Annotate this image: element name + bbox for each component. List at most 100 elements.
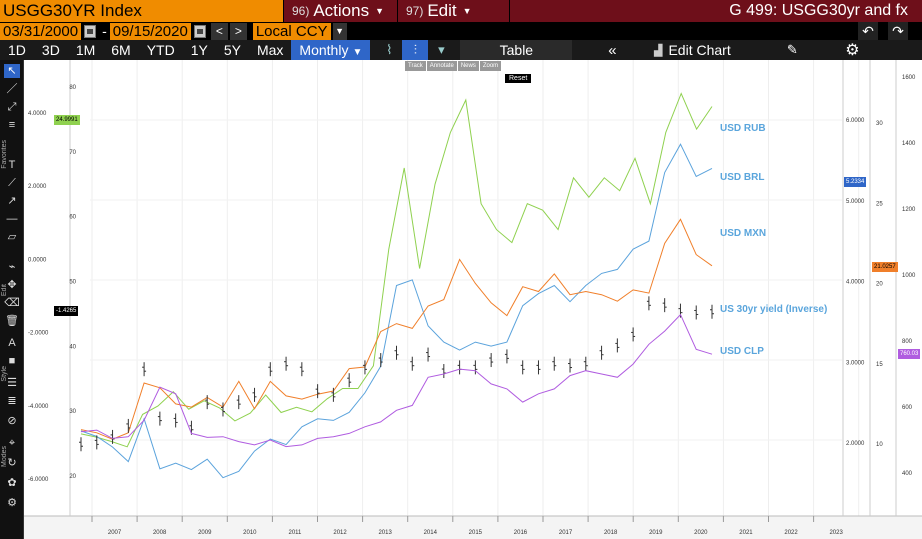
currency-select[interactable]: Local CCY — [252, 22, 331, 40]
text-tool-icon[interactable]: T — [8, 159, 16, 171]
x-tick-label: 2008 — [153, 530, 167, 536]
chevron-down-icon: ▼ — [462, 6, 472, 16]
x-tick-label: 2016 — [514, 530, 528, 536]
draw-line-icon[interactable]: ／ — [6, 83, 18, 95]
y-tick-label: 50 — [69, 280, 76, 286]
y-tick-label: 80 — [69, 85, 76, 91]
line-chart-icon[interactable]: ⌇ — [386, 42, 393, 57]
edit-shortcut: 97) — [406, 4, 424, 18]
y-tick-label: 70 — [69, 150, 76, 156]
period-label: Monthly — [299, 42, 349, 58]
x-tick-label: 2018 — [604, 530, 618, 536]
end-tag-yield: -1.4265 — [54, 306, 79, 316]
edit-menu[interactable]: 97) Edit ▼ — [397, 0, 509, 22]
line-width-icon[interactable]: ☰ — [7, 377, 17, 389]
table-button[interactable]: Table — [460, 40, 573, 60]
eraser-icon[interactable]: ⌫ — [4, 297, 20, 309]
track-button[interactable]: Track — [405, 61, 426, 71]
news-button[interactable]: News — [457, 61, 479, 71]
next-arrow-icon[interactable]: > — [229, 22, 247, 40]
actions-menu[interactable]: 96) Actions ▼ — [283, 0, 397, 22]
ticker-field[interactable]: USGG30YR Index — [0, 0, 283, 22]
line-style-icon[interactable]: ≣ — [7, 395, 17, 407]
magnet-icon[interactable]: ⊘ — [7, 415, 17, 427]
bar-chart-icon[interactable]: ⫶ — [402, 40, 429, 60]
actions-label: Actions — [313, 1, 370, 20]
range-3d[interactable]: 3D — [41, 42, 60, 58]
range-1y[interactable]: 1Y — [190, 42, 208, 58]
y-tick-label: 20 — [876, 282, 883, 288]
calendar-icon[interactable] — [193, 24, 206, 38]
undo-icon[interactable]: ↶ — [858, 22, 878, 40]
move-icon[interactable]: ✥ — [7, 279, 17, 291]
period-select[interactable]: Monthly ▼ — [291, 40, 371, 60]
redo-icon[interactable]: ↷ — [888, 22, 908, 40]
series-label-brl: USD BRL — [720, 172, 765, 183]
trend-tool-icon[interactable]: ⤢ — [7, 101, 17, 113]
y-tick-label: 4.0000 — [846, 280, 865, 286]
actions-shortcut: 96) — [292, 4, 310, 18]
range-5y[interactable]: 5Y — [223, 42, 241, 58]
end-tag-clp: 760.03 — [898, 349, 921, 359]
y-tick-label: 25 — [876, 201, 883, 207]
y-tick-label: 4.0000 — [28, 111, 47, 117]
y-tick-label: 1000 — [902, 273, 916, 279]
channel-tool-icon[interactable]: ▱ — [7, 231, 17, 243]
pencil-icon[interactable]: ✎ — [786, 42, 798, 57]
chart-area[interactable]: 2007 2008 2009 2010 2011 2012 2013 2014 2015 2016… — [24, 60, 922, 539]
gear-icon[interactable]: ⚙ — [7, 497, 17, 509]
chart-svg[interactable]: 2007 2008 2009 2010 2011 2012 2013 2014 2015 2016… — [24, 60, 922, 539]
chevron-down-icon[interactable]: ▼ — [332, 22, 347, 40]
edit-chart-label: Edit Chart — [668, 42, 731, 58]
font-icon[interactable]: A — [8, 337, 16, 349]
brush-icon[interactable]: ⌁ — [8, 261, 16, 273]
arrow-tool-icon[interactable]: ↗ — [7, 195, 17, 207]
y-tick-label: 30 — [69, 409, 76, 415]
x-tick-label: 2010 — [243, 530, 257, 536]
y-tick-label: -2.0000 — [28, 331, 49, 337]
y-tick-label: -6.0000 — [28, 477, 49, 483]
x-tick-label: 2013 — [378, 530, 392, 536]
x-tick-label: 2017 — [559, 530, 573, 536]
start-date-field[interactable]: 03/31/2000 — [0, 22, 82, 40]
range-1m[interactable]: 1M — [75, 42, 96, 58]
end-tag-brl: 5.2334 — [844, 177, 867, 187]
chevron-down-icon[interactable]: ▾ — [438, 42, 445, 57]
series-line-1 — [80, 143, 713, 479]
edit-chart-button[interactable]: ▟ Edit Chart — [632, 40, 752, 60]
chart-mini-toolbar: Track Annotate News Zoom — [405, 61, 502, 71]
hline-tool-icon[interactable]: — — [6, 213, 18, 225]
annotate-button[interactable]: Annotate — [426, 61, 457, 71]
trash-icon[interactable]: 🗑 — [5, 315, 19, 327]
y-tick-label: 20 — [69, 474, 76, 480]
date-row: 03/31/2000 - 09/15/2020 < > Local CCY ▼ … — [0, 22, 922, 40]
cursor-icon[interactable]: ↖ — [4, 64, 20, 78]
range-max[interactable]: Max — [256, 42, 284, 58]
series-line-2 — [80, 218, 713, 440]
end-date-field[interactable]: 09/15/2020 — [109, 22, 191, 40]
series-label-rub: USD RUB — [720, 123, 766, 134]
x-tick-label: 2007 — [108, 530, 122, 536]
chevron-down-icon: ▼ — [352, 47, 363, 58]
crosshair-icon[interactable]: ⌖ — [8, 437, 16, 449]
prev-arrow-icon[interactable]: < — [210, 22, 228, 40]
y-tick-label: 600 — [902, 405, 913, 411]
palette-icon[interactable]: ✿ — [7, 477, 17, 489]
zoom-button[interactable]: Zoom — [479, 61, 502, 71]
collapse-icon[interactable]: « — [608, 41, 617, 59]
x-tick-label: 2022 — [784, 530, 798, 536]
x-axis-bar — [24, 516, 922, 539]
color-fill-icon[interactable]: ■ — [8, 355, 16, 367]
range-ytd[interactable]: YTD — [146, 42, 175, 58]
calendar-icon[interactable] — [84, 24, 97, 38]
y-tick-label: 10 — [876, 442, 883, 448]
refresh-icon[interactable]: ↻ — [7, 457, 17, 469]
range-1d[interactable]: 1D — [8, 42, 26, 58]
range-6m[interactable]: 6M — [111, 42, 131, 58]
gear-icon[interactable]: ⚙ — [845, 42, 860, 59]
fib-tool-icon[interactable]: ≡ — [8, 119, 16, 131]
y-tick-label: 1200 — [902, 207, 916, 213]
reset-button[interactable]: Reset — [505, 74, 532, 83]
ray-tool-icon[interactable]: ⟋ — [8, 177, 16, 189]
x-tick-label: 2011 — [288, 530, 302, 536]
